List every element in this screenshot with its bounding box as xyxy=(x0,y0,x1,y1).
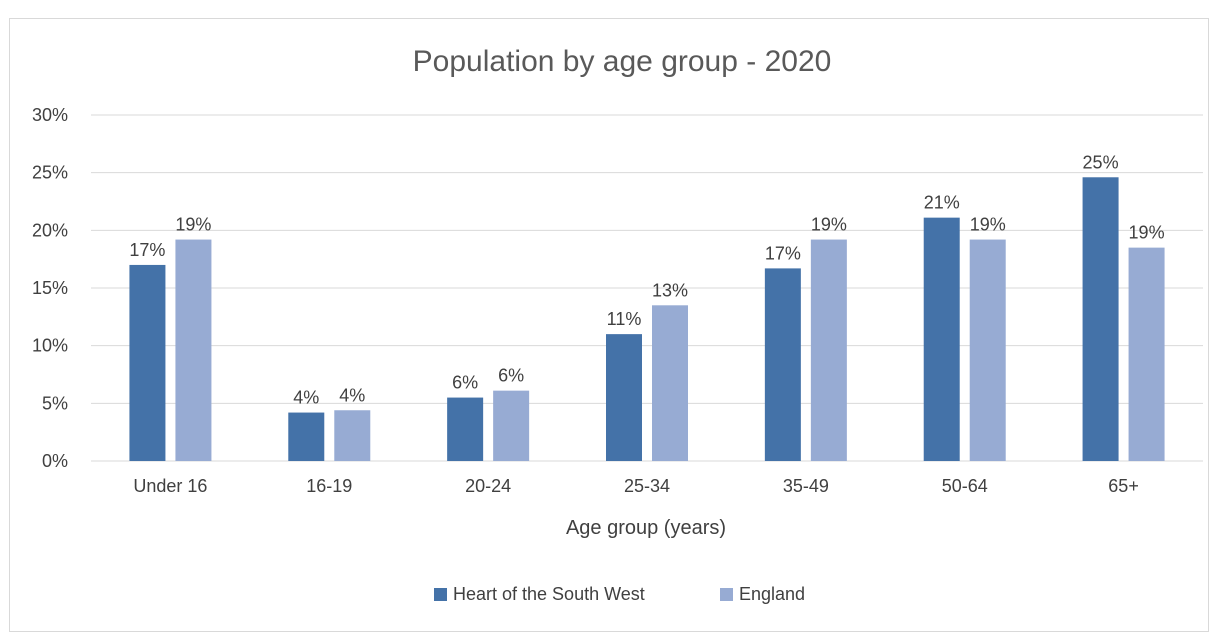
bar-heart-of-the-south-west xyxy=(764,268,801,461)
bar-england xyxy=(493,390,530,461)
data-label: 4% xyxy=(339,385,365,405)
y-tick-label: 25% xyxy=(32,163,68,183)
data-labels: 17% 19% 4% 4% 6% 6% 11% 13% 17% 19% 21% 19% 25% 19% xyxy=(129,152,1164,407)
data-label: 21% xyxy=(924,193,960,213)
y-tick-label: 15% xyxy=(32,278,68,298)
chart-title: Population by age group - 2020 xyxy=(413,45,832,78)
bar-england xyxy=(652,305,688,461)
data-label: 25% xyxy=(1083,152,1119,172)
x-axis-title: Age group (years) xyxy=(566,517,726,539)
x-tick-label: 25-34 xyxy=(624,476,670,496)
bar-england xyxy=(1128,247,1165,461)
data-label: 19% xyxy=(970,215,1006,235)
x-tick-label: 65+ xyxy=(1108,476,1139,496)
x-axis-ticks: Under 16 16-19 20-24 25-34 35-49 50-64 65+ xyxy=(133,476,1138,496)
bar-heart-of-the-south-west xyxy=(288,412,325,461)
legend-swatch xyxy=(434,588,447,601)
bar-england xyxy=(810,239,847,461)
x-tick-label: 20-24 xyxy=(465,476,511,496)
legend-swatch xyxy=(720,588,733,601)
data-label: 19% xyxy=(175,215,211,235)
y-axis-ticks: 0% 5% 10% 15% 20% 25% 30% xyxy=(32,105,68,471)
bar-england xyxy=(969,239,1006,461)
bar-heart-of-the-south-west xyxy=(447,397,484,461)
bar-heart-of-the-south-west xyxy=(129,264,166,461)
legend-label: Heart of the South West xyxy=(453,584,645,604)
data-label: 17% xyxy=(129,240,165,260)
y-tick-label: 5% xyxy=(42,393,68,413)
gridlines xyxy=(91,114,1203,462)
data-label: 17% xyxy=(765,243,801,263)
x-tick-label: 35-49 xyxy=(783,476,829,496)
y-tick-label: 10% xyxy=(32,336,68,356)
y-tick-label: 20% xyxy=(32,220,68,240)
bar-heart-of-the-south-west xyxy=(1082,177,1119,461)
data-label: 4% xyxy=(293,388,319,408)
bar-heart-of-the-south-west xyxy=(923,217,960,461)
legend-label: England xyxy=(739,584,805,604)
data-label: 13% xyxy=(652,280,688,300)
data-label: 19% xyxy=(811,215,847,235)
data-label: 6% xyxy=(452,373,478,393)
data-label: 11% xyxy=(607,309,642,329)
y-tick-label: 0% xyxy=(42,451,68,471)
x-tick-label: 50-64 xyxy=(942,476,988,496)
x-tick-label: 16-19 xyxy=(306,476,352,496)
x-tick-label: Under 16 xyxy=(133,476,207,496)
bar-heart-of-the-south-west xyxy=(606,334,642,461)
bar-england xyxy=(175,239,212,461)
y-tick-label: 30% xyxy=(32,105,68,125)
bars xyxy=(129,177,1165,461)
legend: Heart of the South West England xyxy=(434,584,805,604)
bar-england xyxy=(334,410,371,461)
data-label: 19% xyxy=(1129,223,1165,243)
data-label: 6% xyxy=(498,366,524,386)
